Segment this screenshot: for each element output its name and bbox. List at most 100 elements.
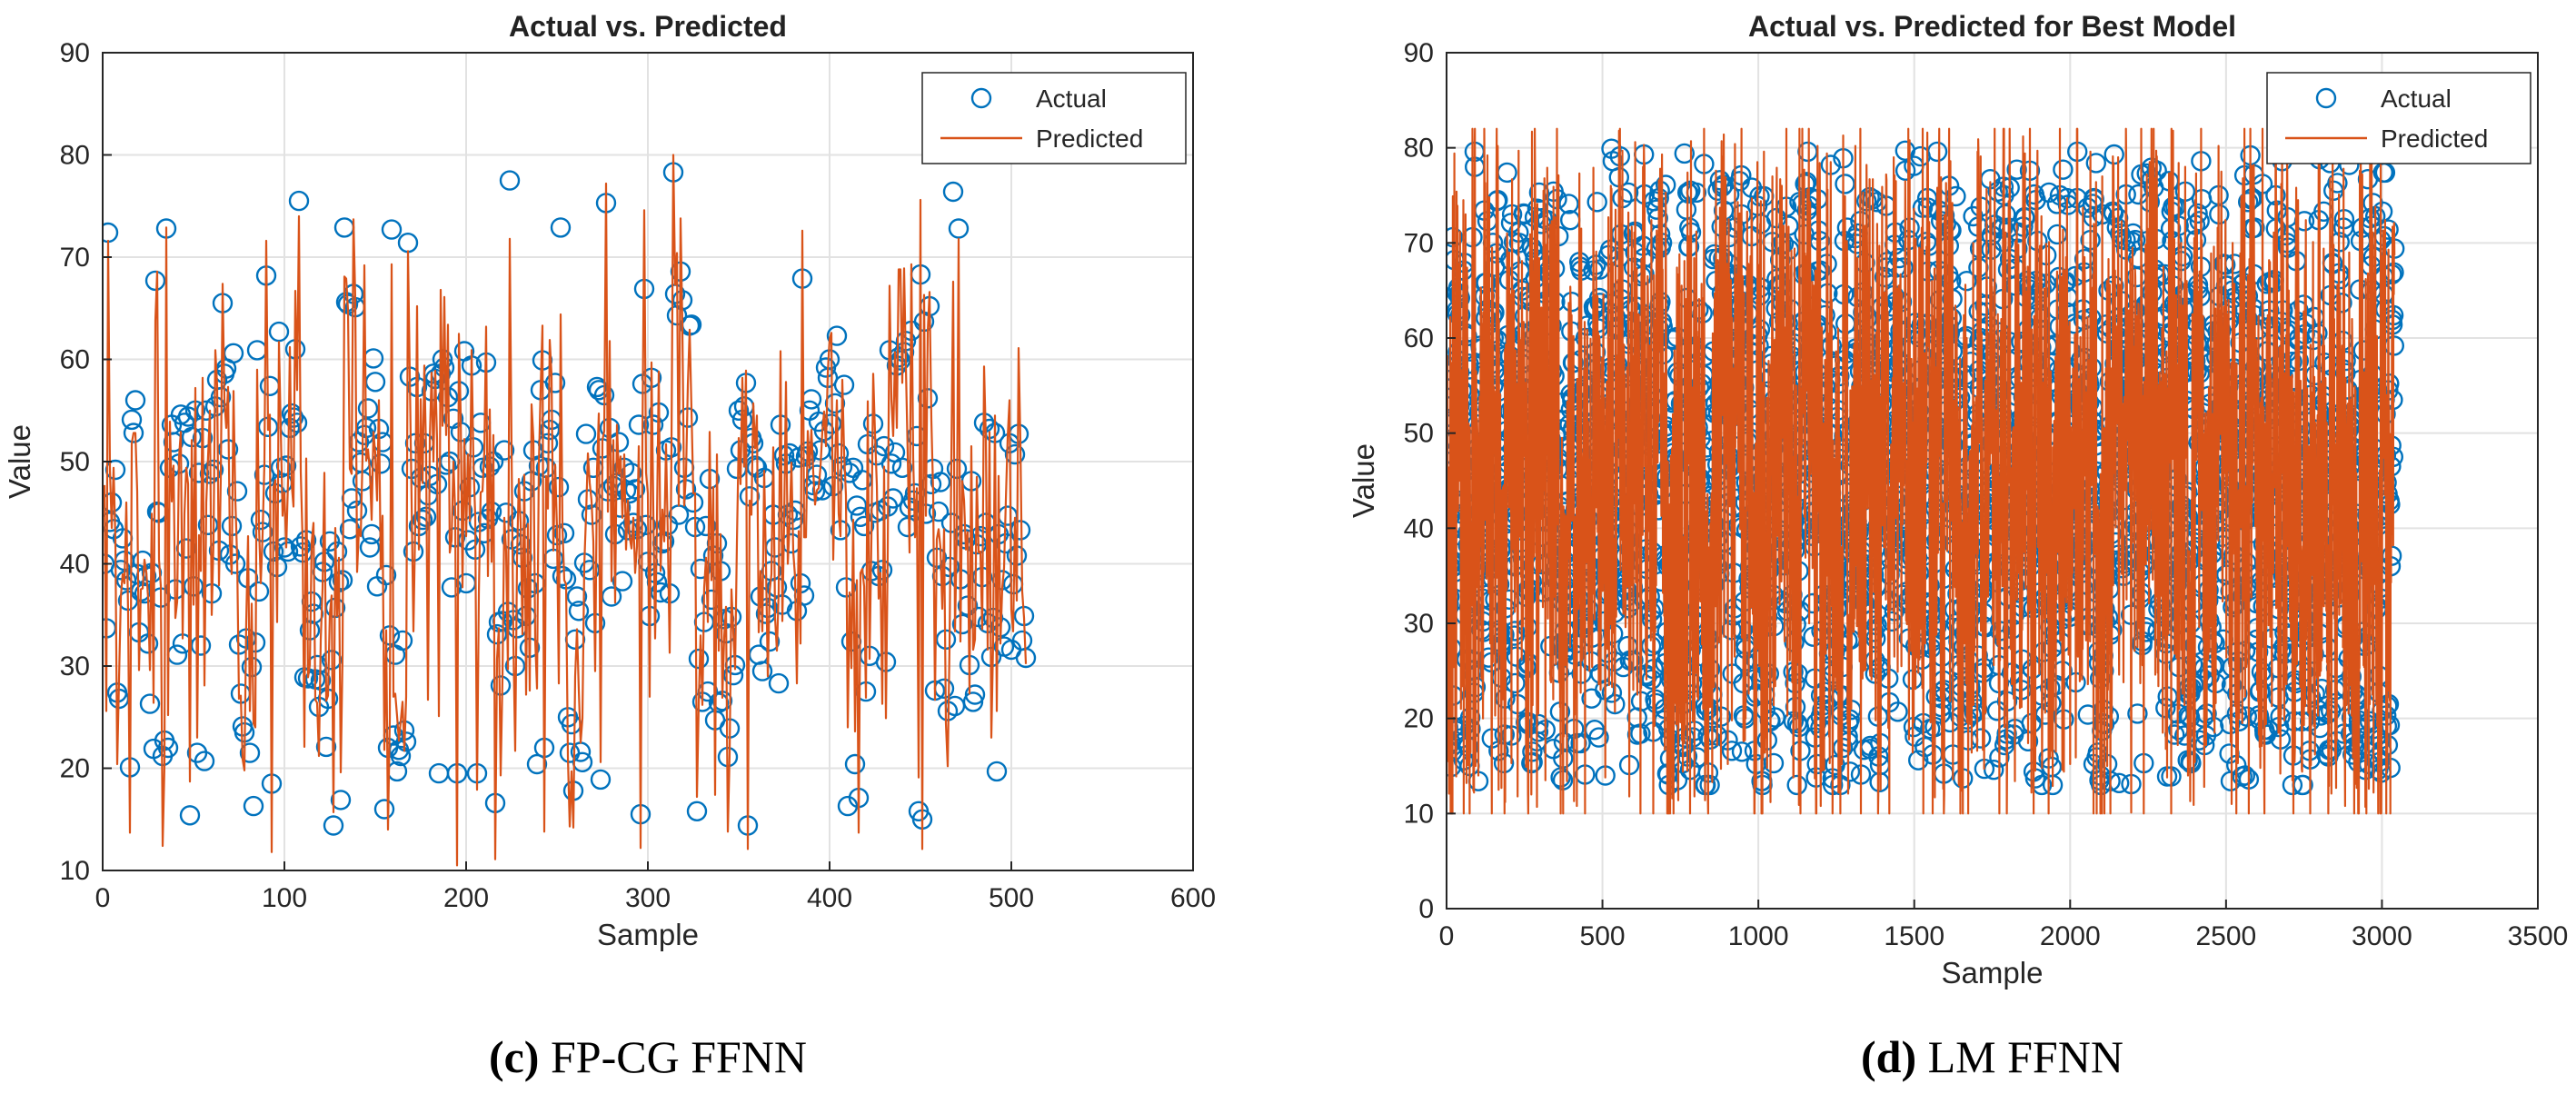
actual-point <box>190 635 212 656</box>
x-tick-label: 400 <box>807 883 852 913</box>
y-tick-label: 90 <box>1404 38 1434 68</box>
actual-point <box>951 613 973 635</box>
actual-point <box>920 473 942 494</box>
x-tick-label: 3000 <box>2352 921 2412 951</box>
actual-point <box>550 217 572 238</box>
actual-point <box>964 684 986 705</box>
actual-point <box>722 664 744 686</box>
actual-point <box>239 742 261 763</box>
caption-text: FP-CG FFNN <box>539 1031 807 1082</box>
actual-point <box>568 601 590 622</box>
legend-predicted-label: Predicted <box>1036 124 1143 153</box>
actual-point <box>326 541 348 562</box>
actual-point <box>928 501 950 522</box>
actual-point <box>139 693 161 714</box>
actual-point <box>846 495 868 516</box>
x-tick-label: 1000 <box>1728 921 1789 951</box>
y-tick-label: 30 <box>60 651 90 681</box>
chart-title: Actual vs. Predicted for Best Model <box>1748 10 2236 43</box>
actual-point <box>144 270 166 292</box>
actual-point <box>962 691 984 712</box>
chart-title: Actual vs. Predicted <box>509 10 787 43</box>
caption-label: (c) <box>489 1031 540 1082</box>
actual-point <box>695 515 717 537</box>
legend-actual-marker <box>970 87 992 109</box>
actual-point <box>1522 751 1543 772</box>
x-tick-label: 2000 <box>2040 921 2101 951</box>
actual-point <box>824 393 846 414</box>
actual-point <box>123 423 144 443</box>
legend-box <box>921 72 1187 164</box>
x-tick-label: 600 <box>1170 883 1216 913</box>
data-layer <box>1447 127 2405 815</box>
actual-point <box>853 515 875 537</box>
actual-point <box>1570 732 1591 754</box>
actual-point <box>833 374 855 395</box>
chart-panel-d: 0 500 1000 1500 2000 2500 3000 3500 0 10 20 30 40 50 6… <box>1347 10 2568 1082</box>
actual-point <box>844 753 866 775</box>
x-tick-label: 500 <box>989 883 1034 913</box>
actual-point <box>390 745 412 767</box>
x-tick-label: 2500 <box>2195 921 2256 951</box>
actual-point <box>288 190 310 212</box>
actual-point <box>248 581 270 602</box>
y-axis-label: Value <box>3 424 36 499</box>
actual-point <box>226 481 248 502</box>
actual-point <box>319 531 341 552</box>
actual-point <box>323 815 344 836</box>
y-tick-label: 40 <box>1404 513 1434 543</box>
actual-point <box>708 692 730 713</box>
actual-point <box>624 479 646 500</box>
x-tick-label: 500 <box>1580 921 1626 951</box>
actual-point <box>115 570 137 591</box>
actual-point <box>330 790 352 811</box>
y-tick-label: 10 <box>60 856 90 886</box>
y-tick-label: 50 <box>1404 419 1434 449</box>
panel-caption: (d) LM FFNN <box>1861 1031 2123 1082</box>
x-tick-label: 1500 <box>1884 921 1944 951</box>
y-tick-label: 60 <box>60 345 90 375</box>
actual-point <box>197 514 219 535</box>
actual-point <box>768 672 790 694</box>
actual-point <box>575 423 597 444</box>
actual-point <box>628 414 650 435</box>
actual-point <box>930 472 951 492</box>
actual-point <box>728 400 750 421</box>
actual-point <box>359 537 381 558</box>
actual-point <box>315 736 337 758</box>
x-tick-label: 100 <box>262 883 307 913</box>
actual-point <box>590 769 612 791</box>
actual-point <box>373 799 395 820</box>
legend: Actual Predicted <box>921 72 1187 164</box>
actual-point <box>277 541 299 562</box>
actual-point <box>526 753 548 775</box>
y-tick-label: 0 <box>1418 894 1434 924</box>
legend-actual-label: Actual <box>1036 85 1107 113</box>
caption-text: LM FFNN <box>1916 1031 2123 1082</box>
actual-point <box>948 218 970 239</box>
actual-point <box>566 586 588 607</box>
actual-point <box>179 805 201 826</box>
y-tick-label: 30 <box>1404 609 1434 639</box>
x-tick-label: 0 <box>95 883 111 913</box>
y-tick-label: 90 <box>60 38 90 68</box>
y-tick-label: 60 <box>1404 323 1434 353</box>
y-tick-label: 50 <box>60 447 90 477</box>
panel-caption: (c) FP-CG FFNN <box>489 1031 807 1082</box>
actual-point <box>243 795 264 817</box>
actual-point <box>826 325 848 346</box>
x-tick-label: 3500 <box>2508 921 2569 951</box>
chart-panel-c: 0 100 200 300 400 500 600 10 20 30 40 50 60 70 80 90 Act… <box>3 10 1216 1082</box>
actual-point <box>986 761 1008 782</box>
y-tick-label: 70 <box>1404 228 1434 258</box>
actual-point <box>163 432 184 453</box>
x-tick-label: 0 <box>1439 921 1455 951</box>
actual-point <box>375 564 397 586</box>
actual-point <box>275 455 297 476</box>
actual-point <box>690 558 711 580</box>
actual-point <box>686 801 708 821</box>
actual-point <box>412 509 433 531</box>
actual-point <box>157 737 179 759</box>
actual-point <box>357 398 379 419</box>
